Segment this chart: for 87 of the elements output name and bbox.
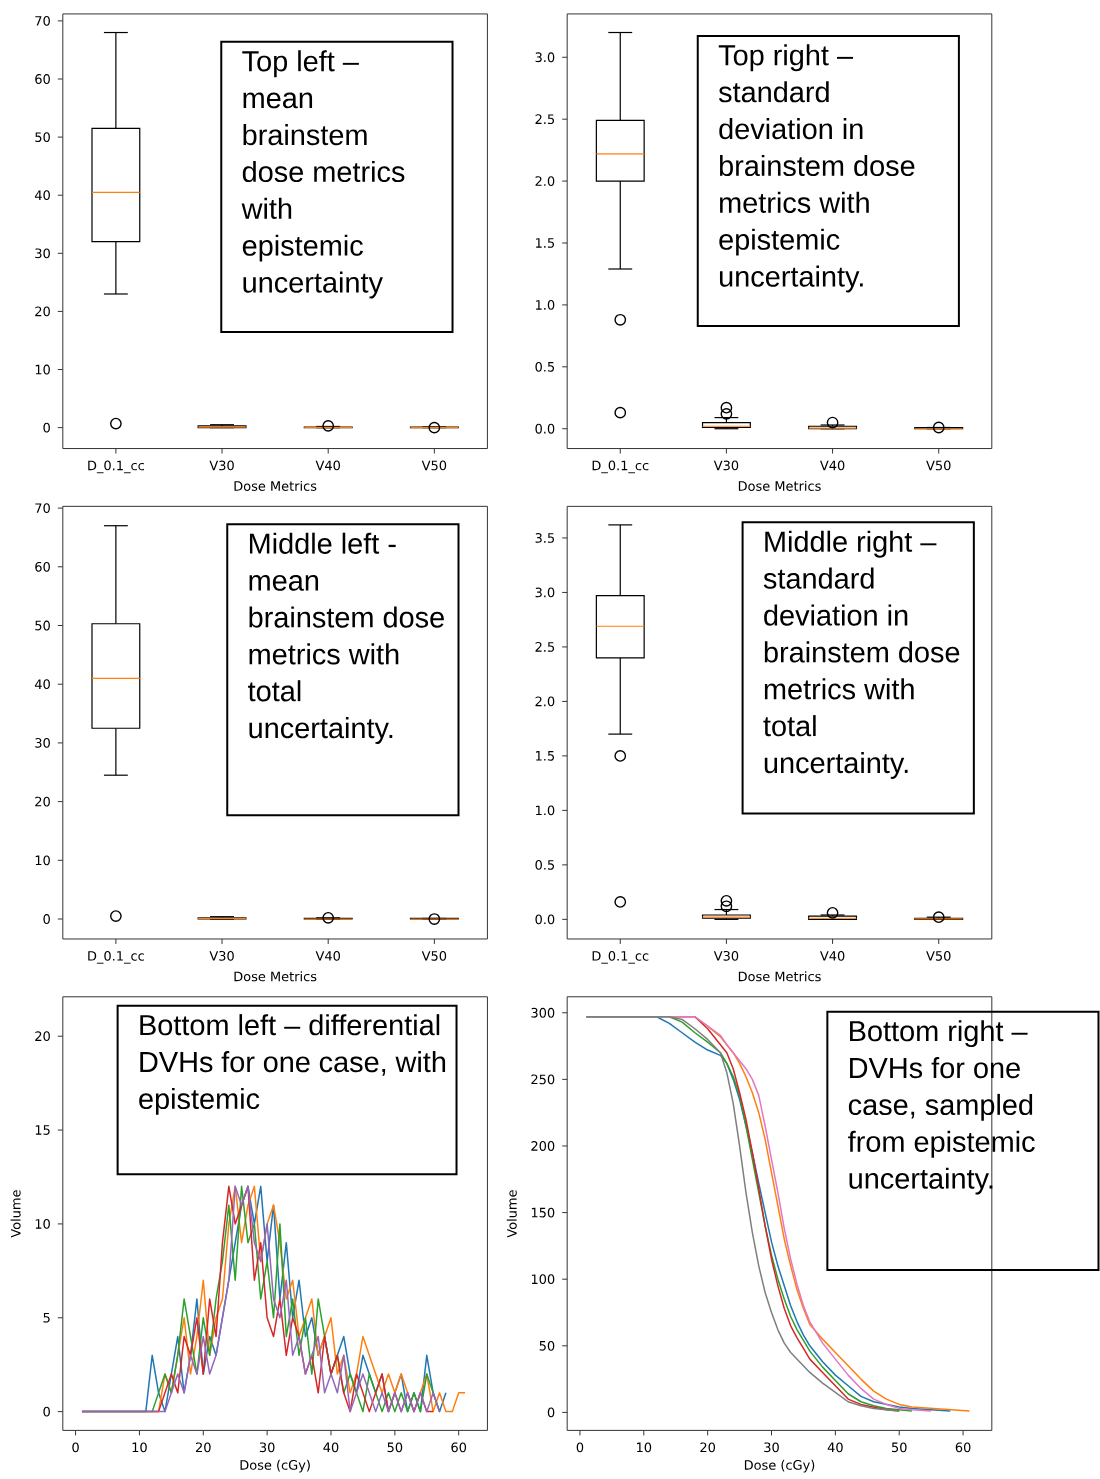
x-tick-label: V40 bbox=[819, 950, 845, 961]
annotation: Middle left - mean brainstem dose metrics with total uncertainty. bbox=[247, 532, 444, 745]
x-axis-title: Dose Metrics bbox=[234, 480, 317, 491]
y-axis-title: Volume bbox=[10, 1190, 21, 1238]
y-tick-label: 250 bbox=[531, 1074, 555, 1085]
y-tick-label: 1.5 bbox=[535, 238, 554, 248]
x-tick-label: 0 bbox=[576, 1442, 583, 1453]
x-tick-label: V30 bbox=[209, 950, 234, 961]
y-tick-label: 0.5 bbox=[535, 361, 554, 372]
y-tick-label: 70 bbox=[35, 503, 50, 514]
y-tick-label: 30 bbox=[35, 248, 50, 259]
y-tick-label: 3.0 bbox=[535, 52, 555, 63]
y-tick-label: 300 bbox=[531, 1007, 555, 1018]
y-tick-label: 100 bbox=[531, 1274, 555, 1285]
x-tick-label: D_0.1_cc bbox=[592, 950, 649, 964]
y-tick-label: 0.5 bbox=[535, 859, 554, 870]
y-tick-label: 0 bbox=[547, 1407, 555, 1418]
y-tick-label: 2.5 bbox=[535, 642, 554, 652]
x-tick-label: D_0.1_cc bbox=[88, 950, 144, 964]
y-tick-label: 20 bbox=[35, 306, 50, 317]
annotation: Middle right – standard deviation in brainstem dose metrics with total uncertainty. bbox=[763, 530, 960, 779]
x-axis-title: Dose Metrics bbox=[234, 971, 317, 982]
x-tick-label: 10 bbox=[132, 1442, 147, 1453]
y-tick-label: 5 bbox=[43, 1312, 50, 1323]
y-tick-label: 50 bbox=[539, 1340, 555, 1351]
x-tick-label: 10 bbox=[636, 1442, 651, 1453]
x-tick-label: V40 bbox=[315, 460, 340, 471]
y-tick-label: 3.5 bbox=[535, 533, 554, 543]
y-tick-label: 70 bbox=[35, 16, 50, 26]
x-tick-label: 60 bbox=[451, 1442, 466, 1453]
x-tick-label: D_0.1_cc bbox=[88, 460, 144, 474]
y-tick-label: 2.0 bbox=[535, 176, 555, 186]
x-tick-label: 60 bbox=[955, 1442, 971, 1453]
x-axis-title: Dose Metrics bbox=[738, 480, 821, 491]
y-tick-label: 60 bbox=[34, 74, 50, 84]
x-tick-label: D_0.1_cc bbox=[592, 460, 649, 474]
y-tick-label: 150 bbox=[531, 1207, 555, 1218]
x-axis-title: Dose (cGy) bbox=[240, 1459, 310, 1473]
y-tick-label: 10 bbox=[35, 1219, 50, 1229]
y-axis-title: Volume bbox=[506, 1190, 517, 1238]
y-tick-label: 200 bbox=[531, 1141, 555, 1151]
x-tick-label: V50 bbox=[925, 460, 951, 471]
x-tick-label: V50 bbox=[925, 950, 951, 961]
x-tick-label: V50 bbox=[421, 460, 446, 471]
x-tick-label: 0 bbox=[72, 1442, 79, 1453]
y-tick-label: 50 bbox=[35, 132, 50, 143]
x-axis-title: Dose Metrics bbox=[738, 971, 821, 982]
x-tick-label: 20 bbox=[700, 1442, 715, 1453]
x-tick-label: V30 bbox=[209, 460, 234, 471]
y-tick-label: 60 bbox=[34, 561, 50, 572]
y-tick-label: 3.0 bbox=[535, 587, 555, 598]
x-tick-label: 40 bbox=[827, 1442, 843, 1453]
y-tick-label: 20 bbox=[35, 1031, 50, 1042]
y-tick-label: 0.0 bbox=[535, 914, 555, 925]
y-tick-label: 1.5 bbox=[535, 751, 554, 761]
annotation: Top left – mean brainstem dose metrics with epistemic uncertainty bbox=[241, 50, 405, 299]
y-tick-label: 50 bbox=[35, 620, 50, 631]
annotation: Bottom left – differential DVHs for one case, with epistemic bbox=[138, 1014, 445, 1115]
y-tick-label: 0 bbox=[43, 422, 50, 433]
x-axis-title: Dose (cGy) bbox=[744, 1459, 815, 1473]
y-tick-label: 1.0 bbox=[535, 300, 555, 310]
y-tick-label: 10 bbox=[35, 364, 50, 375]
annotation: Top right – standard deviation in brainstem dose metrics with epistemic uncertainty. bbox=[718, 44, 915, 293]
y-tick-label: 0.0 bbox=[535, 423, 555, 434]
x-tick-label: V30 bbox=[713, 460, 739, 471]
x-tick-label: V40 bbox=[315, 950, 340, 961]
y-tick-label: 2.0 bbox=[535, 696, 555, 707]
x-tick-label: 50 bbox=[387, 1442, 403, 1453]
y-tick-label: 0 bbox=[43, 914, 50, 924]
y-tick-label: 1.0 bbox=[535, 805, 555, 816]
y-tick-label: 10 bbox=[35, 855, 50, 866]
x-tick-label: 50 bbox=[891, 1442, 907, 1453]
y-tick-label: 40 bbox=[34, 679, 50, 690]
y-tick-label: 20 bbox=[35, 796, 50, 807]
x-tick-label: 40 bbox=[323, 1442, 339, 1453]
x-tick-label: V40 bbox=[819, 460, 845, 471]
x-tick-label: 20 bbox=[195, 1442, 211, 1453]
x-tick-label: V30 bbox=[713, 950, 739, 961]
y-tick-label: 30 bbox=[35, 738, 50, 748]
x-tick-label: V50 bbox=[421, 950, 446, 961]
x-tick-label: 30 bbox=[259, 1442, 275, 1453]
annotation: Bottom right – DVHs for one case, sampled from epistemic uncertainty. bbox=[847, 1020, 1035, 1195]
y-tick-label: 40 bbox=[34, 190, 50, 201]
x-tick-label: 30 bbox=[764, 1442, 779, 1453]
y-tick-label: 0 bbox=[43, 1406, 50, 1417]
y-tick-label: 15 bbox=[35, 1125, 50, 1135]
y-tick-label: 2.5 bbox=[535, 114, 554, 125]
